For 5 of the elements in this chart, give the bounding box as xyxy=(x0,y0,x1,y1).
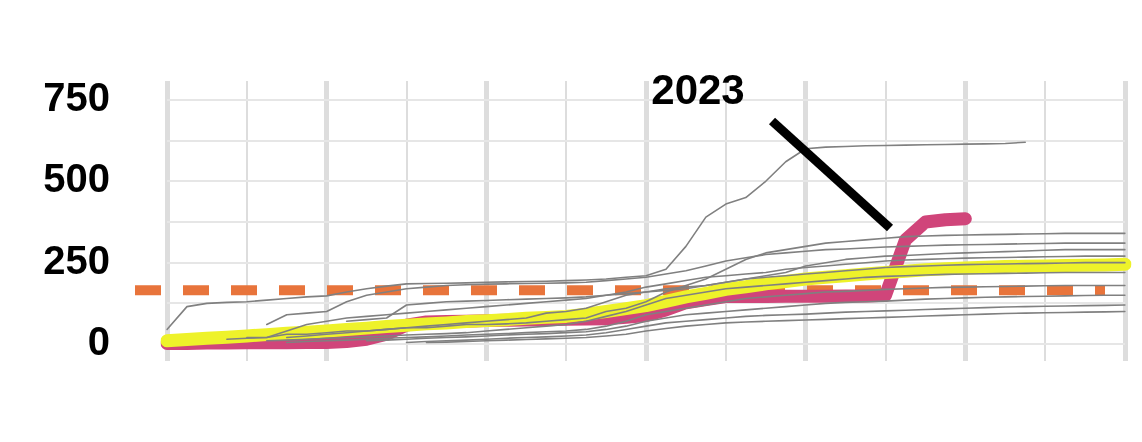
y-tick-label: 250 xyxy=(43,237,110,282)
y-tick-label: 0 xyxy=(87,319,110,364)
y-tick-label: 500 xyxy=(43,156,110,201)
y-tick-label: 750 xyxy=(43,74,110,119)
annotation: 2023 xyxy=(651,65,745,113)
